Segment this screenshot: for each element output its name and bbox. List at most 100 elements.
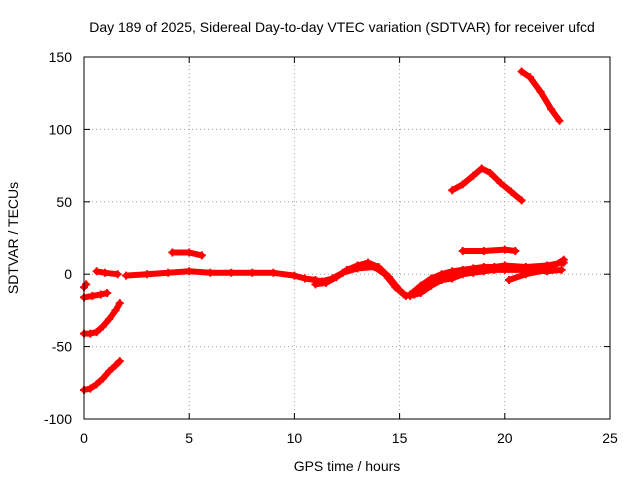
series-band xyxy=(506,256,567,283)
series-arc-5 xyxy=(92,267,122,279)
series-band xyxy=(459,246,519,254)
series-arc-10 xyxy=(168,248,206,260)
data-point xyxy=(96,290,105,299)
data-point xyxy=(92,267,101,276)
data-point xyxy=(321,278,330,287)
data-point xyxy=(526,73,535,82)
data-point xyxy=(168,248,177,257)
data-point xyxy=(517,196,526,205)
y-tick-label: -100 xyxy=(44,411,72,427)
data-point xyxy=(111,361,120,370)
data-point xyxy=(458,247,467,256)
data-point xyxy=(500,245,509,254)
series-arc-11 xyxy=(458,245,520,256)
data-point xyxy=(555,116,564,125)
data-point xyxy=(517,67,526,76)
data-point xyxy=(103,289,112,298)
series-arc-1 xyxy=(80,280,91,292)
data-point xyxy=(374,262,383,271)
data-point xyxy=(427,274,436,283)
data-point xyxy=(343,265,351,274)
data-point xyxy=(300,274,309,283)
data-point xyxy=(458,265,467,274)
data-series xyxy=(80,67,568,395)
series-arc-3 xyxy=(80,299,124,338)
data-point xyxy=(505,275,514,284)
data-point xyxy=(385,273,394,282)
y-tick-label: 50 xyxy=(56,194,72,210)
x-tick-label: 0 xyxy=(80,430,88,446)
data-point xyxy=(269,268,278,277)
data-point xyxy=(448,267,457,276)
data-point xyxy=(479,262,488,271)
data-point xyxy=(105,315,114,324)
axis-ticks: 0 5 10 15 20 25 -100 -50 0 50 100 150 xyxy=(44,49,618,446)
data-point xyxy=(111,306,120,315)
data-point xyxy=(86,384,95,393)
series-band xyxy=(449,165,525,204)
data-point xyxy=(88,291,97,300)
data-point xyxy=(542,265,551,274)
y-tick-label: -50 xyxy=(52,339,72,355)
data-point xyxy=(206,268,215,277)
data-point xyxy=(248,268,257,277)
data-point xyxy=(115,299,124,308)
data-point xyxy=(458,180,467,189)
data-point xyxy=(521,262,530,271)
data-point xyxy=(496,178,505,187)
data-point xyxy=(557,265,566,274)
data-point xyxy=(559,255,568,264)
data-point xyxy=(536,87,545,96)
chart-title: Day 189 of 2025, Sidereal Day-to-day VTE… xyxy=(89,19,595,35)
data-point xyxy=(311,280,320,289)
data-point xyxy=(332,273,341,282)
data-point xyxy=(477,164,486,173)
data-point xyxy=(82,280,91,289)
data-point xyxy=(92,328,101,337)
data-point xyxy=(521,270,530,279)
data-point xyxy=(227,268,236,277)
data-point xyxy=(290,271,299,280)
x-tick-label: 20 xyxy=(497,430,513,446)
data-point xyxy=(86,329,95,338)
data-point xyxy=(507,187,516,196)
data-point xyxy=(143,270,152,279)
series-arc-4 xyxy=(80,357,124,395)
data-point xyxy=(98,322,107,331)
series-arc-12 xyxy=(448,164,526,205)
data-point xyxy=(416,281,425,290)
data-point xyxy=(395,286,404,295)
data-point xyxy=(164,268,173,277)
data-point xyxy=(185,248,194,257)
data-point xyxy=(92,380,101,389)
x-tick-label: 15 xyxy=(392,430,408,446)
data-point xyxy=(547,105,556,114)
data-point xyxy=(185,267,194,276)
y-tick-label: 150 xyxy=(49,49,73,65)
data-point xyxy=(448,186,457,195)
data-point xyxy=(500,261,509,270)
grid xyxy=(84,57,610,419)
data-point xyxy=(486,168,495,177)
x-tick-label: 10 xyxy=(287,430,303,446)
data-point xyxy=(101,268,110,277)
data-point xyxy=(479,247,488,256)
y-axis-label: SDTVAR / TECUs xyxy=(5,182,21,294)
data-point xyxy=(353,261,362,270)
x-tick-label: 5 xyxy=(185,430,193,446)
x-axis-label: GPS time / hours xyxy=(294,458,401,474)
data-point xyxy=(490,262,499,271)
y-tick-label: 100 xyxy=(49,121,73,137)
data-point xyxy=(197,251,206,260)
data-point xyxy=(469,171,478,180)
series-band xyxy=(518,68,563,124)
data-point xyxy=(364,258,373,267)
series-arc-8 xyxy=(406,258,568,299)
x-tick-label: 25 xyxy=(602,430,618,446)
series-arc-13 xyxy=(517,67,564,125)
data-point xyxy=(105,367,114,376)
data-point xyxy=(113,270,122,279)
data-point xyxy=(511,247,520,256)
data-point xyxy=(115,357,124,366)
